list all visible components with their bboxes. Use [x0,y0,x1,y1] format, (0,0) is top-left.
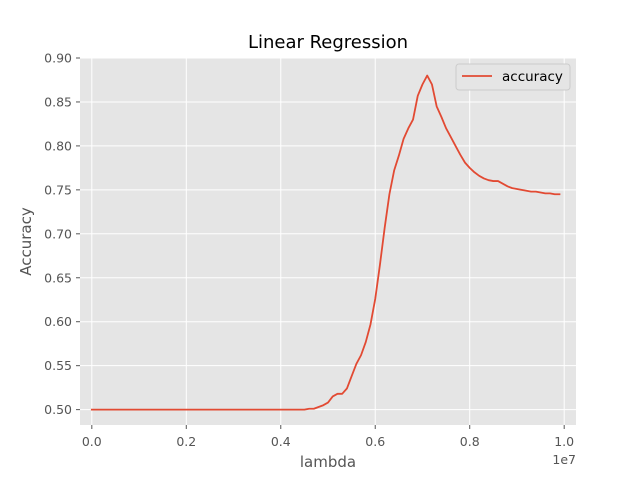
x-axis-offset-label: 1e7 [552,452,576,467]
x-tick-label: 0.8 [460,434,480,449]
grid-lines [80,57,576,425]
legend-box [455,63,571,91]
y-tick-label: 0.50 [44,402,72,417]
x-tick-label: 0.6 [365,434,385,449]
x-tick-label: 0.2 [176,434,196,449]
y-tick-label: 0.70 [44,226,72,241]
y-tick-label: 0.75 [44,182,72,197]
series-line-accuracy [90,74,561,411]
plot-area [80,58,576,425]
legend-label-accuracy: accuracy [502,69,563,85]
y-tick-label: 0.55 [44,358,72,373]
chart-title: Linear Regression [248,32,408,53]
x-tick-label: 0.4 [271,434,291,449]
y-tick-label: 0.85 [44,94,72,109]
y-tick-label: 0.60 [44,314,72,329]
y-axis-label: Accuracy [17,207,35,276]
legend: accuracy [455,63,571,91]
x-axis-ticks: 0.0 0.2 0.4 0.6 0.8 1.0 [82,425,574,449]
y-tick-label: 0.80 [44,138,72,153]
y-axis-ticks: 0.50 0.55 0.60 0.65 0.70 0.75 0.80 0.85 0.90 [44,51,80,417]
x-tick-label: 0.0 [82,434,102,449]
y-tick-label: 0.90 [44,51,72,66]
x-axis-label: lambda [300,453,356,471]
x-tick-label: 1.0 [554,434,574,449]
y-tick-label: 0.65 [44,270,72,285]
series-layer [90,74,561,411]
